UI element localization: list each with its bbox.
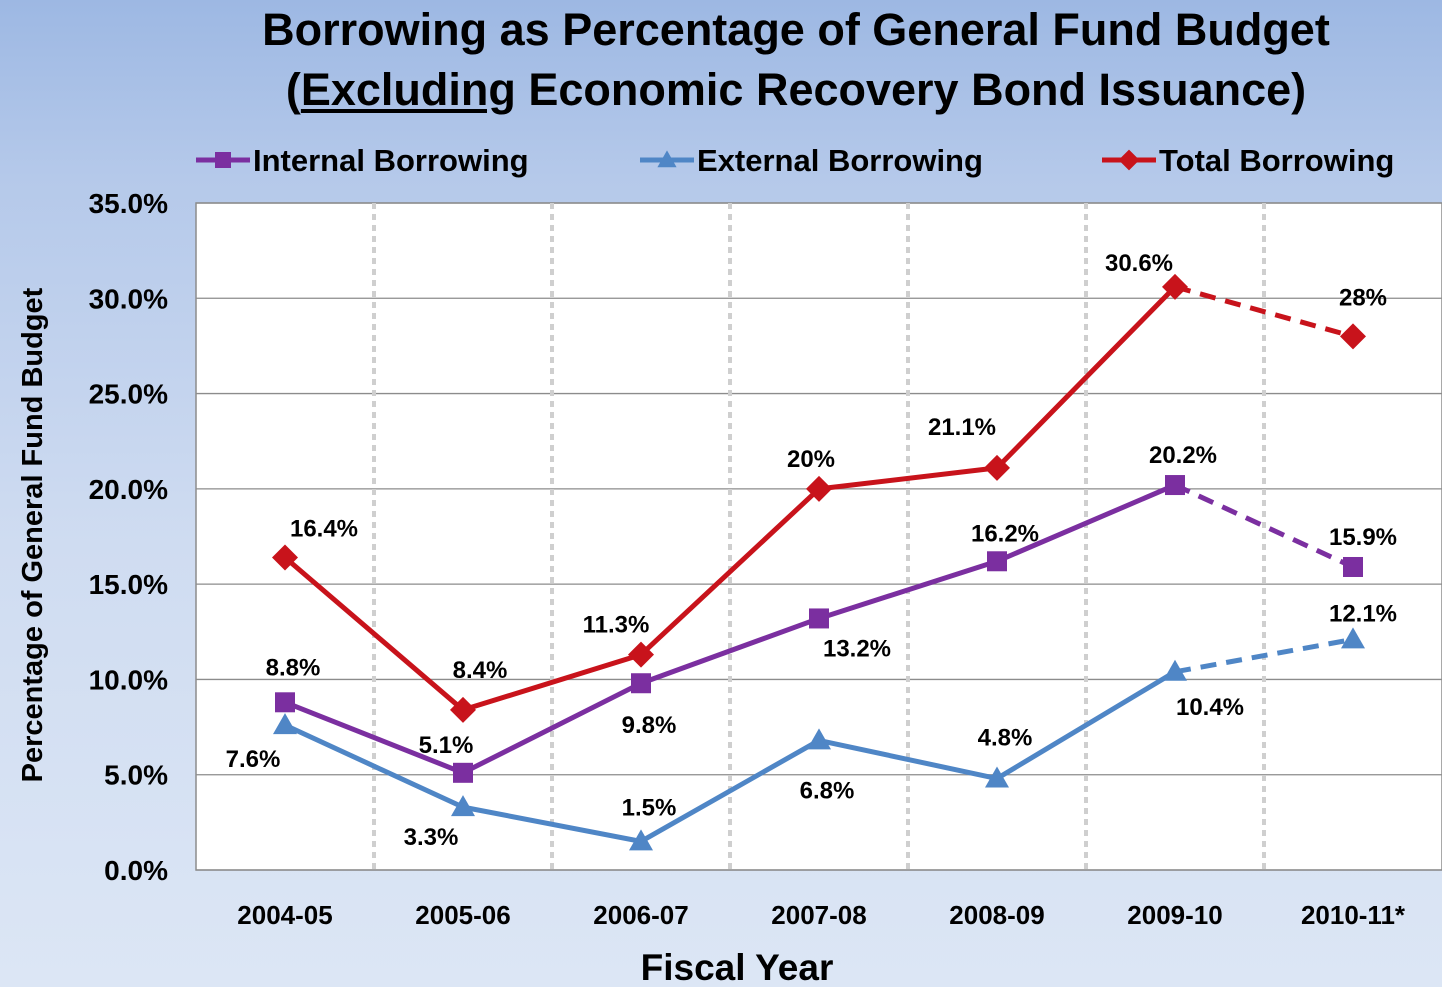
data-label: 4.8% (978, 725, 1033, 752)
y-tick-label: 35.0% (89, 188, 168, 219)
plot-background (195, 202, 1442, 871)
data-label: 1.5% (622, 794, 677, 821)
x-tick-label: 2006-07 (593, 900, 688, 930)
x-tick-label: 2004-05 (237, 900, 332, 930)
plot-area (195, 202, 1442, 871)
legend-swatch-marker (657, 150, 677, 168)
data-label: 20% (787, 446, 835, 473)
series-lines (282, 284, 1355, 844)
data-point-marker (631, 673, 651, 694)
data-label: 3.3% (404, 824, 459, 851)
legend: Internal Borrowing External Borrowing Tota… (196, 143, 1394, 178)
data-point-marker (806, 475, 832, 502)
y-axis-ticks: 0.0% 5.0% 10.0% 15.0% 20.0% 25.0% 30.0% 35.0% (89, 188, 169, 886)
series-line-solid (282, 284, 1178, 713)
data-point-marker (1340, 323, 1366, 350)
data-label: 28% (1339, 284, 1387, 311)
y-tick-label: 0.0% (104, 855, 168, 886)
subtitle-emphasis: Excluding (300, 64, 516, 115)
series-line-solid (282, 482, 1178, 776)
series-line-solid (282, 669, 1178, 844)
data-label: 10.4% (1176, 694, 1244, 721)
subtitle-open-paren: ( (285, 64, 301, 115)
y-tick-label: 30.0% (89, 283, 168, 314)
legend-label: Total Borrowing (1159, 143, 1394, 178)
y-tick-label: 25.0% (89, 379, 168, 410)
data-label: 6.8% (800, 777, 855, 804)
legend-swatch-marker (1118, 149, 1140, 171)
data-point-marker (275, 692, 295, 713)
data-label: 8.4% (453, 657, 508, 684)
x-tick-label: 2009-10 (1127, 900, 1222, 930)
data-point-marker (1162, 273, 1188, 300)
data-label: 9.8% (622, 712, 677, 739)
data-point-marker (809, 608, 829, 629)
data-point-marker (1343, 556, 1363, 577)
x-tick-label: 2007-08 (771, 900, 866, 930)
y-tick-label: 15.0% (89, 569, 168, 600)
data-point-marker (273, 713, 297, 735)
data-label: 21.1% (928, 414, 996, 441)
data-label: 16.2% (971, 520, 1039, 547)
data-label: 20.2% (1149, 442, 1217, 469)
data-label: 11.3% (583, 612, 650, 639)
legend-label: External Borrowing (697, 143, 983, 178)
data-label: 30.6% (1105, 250, 1173, 277)
data-label: 13.2% (823, 635, 891, 662)
data-point-marker (985, 766, 1009, 788)
data-point-marker (1163, 659, 1187, 681)
x-axis-label: Fiscal Year (641, 947, 834, 987)
data-label: 12.1% (1329, 600, 1397, 627)
series-line-projected (1174, 636, 1354, 675)
legend-swatch-marker (215, 152, 231, 168)
data-label: 7.6% (226, 746, 281, 773)
data-point-marker (807, 728, 831, 750)
data-point-marker (987, 551, 1007, 572)
x-axis-ticks: 2004-05 2005-06 2006-07 2007-08 2008-09 2009-… (237, 900, 1406, 930)
data-label: 16.4% (290, 515, 358, 542)
data-point-marker (984, 454, 1010, 481)
y-tick-label: 5.0% (104, 760, 168, 791)
legend-label: Internal Borrowing (253, 143, 529, 178)
subtitle-rest: Economic Recovery Bond Issuance) (515, 64, 1307, 115)
data-labels: 7.6% 3.3% 1.5% 6.8% 4.8% 10.4% 12.1% 8.8% 5.1% 9.… (226, 250, 1397, 851)
data-point-marker (1341, 627, 1365, 649)
data-label: 8.8% (266, 654, 321, 681)
data-point-marker (1165, 475, 1185, 496)
series-markers (272, 273, 1366, 851)
data-point-marker (272, 544, 298, 571)
x-tick-label: 2005-06 (415, 900, 510, 930)
data-point-marker (628, 641, 654, 668)
data-point-marker (629, 829, 653, 851)
x-tick-label: 2008-09 (949, 900, 1044, 930)
y-tick-label: 10.0% (89, 664, 168, 695)
data-label: 15.9% (1329, 524, 1397, 551)
chart-title: Borrowing as Percentage of General Fund … (262, 4, 1330, 55)
data-point-marker (450, 696, 476, 723)
series-line-projected (1174, 284, 1354, 339)
x-tick-label: 2010-11* (1301, 900, 1406, 930)
data-label: 5.1% (419, 732, 474, 759)
y-axis-label: Percentage of General Fund Budget (17, 287, 49, 782)
y-tick-label: 20.0% (89, 474, 168, 505)
data-point-marker (451, 795, 475, 817)
series-line-projected (1173, 482, 1355, 570)
chart-subtitle: (Excluding Economic Recovery Bond Issuan… (150, 64, 1442, 116)
data-point-marker (453, 762, 473, 783)
